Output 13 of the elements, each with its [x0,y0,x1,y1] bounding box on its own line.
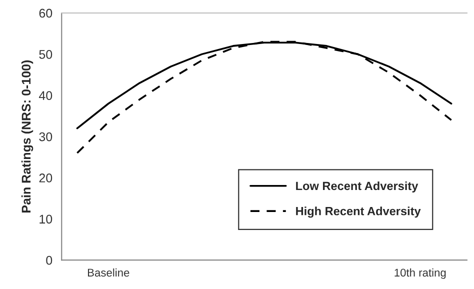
y-tick-label: 10 [40,214,52,224]
x-tick-label: Baseline [88,268,130,277]
x-tick-label: 10th rating [394,268,446,279]
y-tick-label: 50 [39,50,52,59]
y-tick-label: 0 [46,256,52,265]
line-series [76,40,452,154]
y-tick-label: 30 [39,132,52,142]
y-tick-label: 40 [38,91,52,100]
y-tick-label: 60 [39,8,52,18]
legend-label: High Recent Adversity [296,206,421,218]
y-tick-label: 20 [39,174,52,182]
y-axis-title: Pain Ratings (NRS: 0-100) [21,60,34,212]
legend-label: Low Recent Adversity [296,181,418,192]
